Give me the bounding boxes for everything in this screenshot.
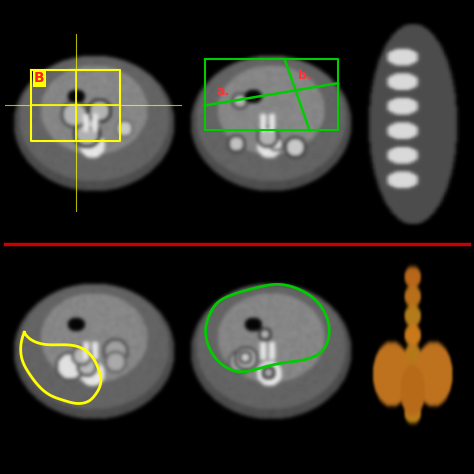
Text: b.: b. xyxy=(298,69,311,82)
Text: a.: a. xyxy=(216,85,229,98)
Text: B: B xyxy=(34,72,45,85)
